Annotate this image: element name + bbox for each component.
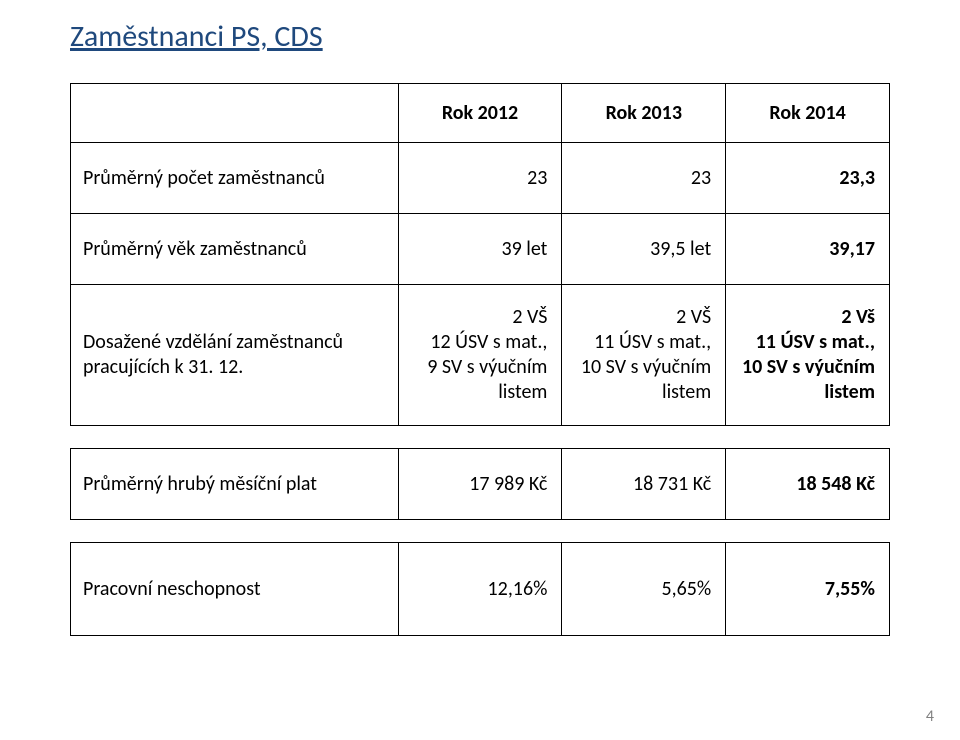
header-blank [71, 84, 399, 143]
val-education-2012: 2 VŠ 12 ÚSV s mat., 9 SV s výučním liste… [398, 285, 562, 426]
absence-table: Pracovní neschopnost 12,16% 5,65% 7,55% [70, 542, 890, 636]
edu-2012-l3: 9 SV s výučním [427, 355, 547, 379]
val-avg-age-2012: 39 let [398, 214, 562, 285]
edu-2012-l1: 2 VŠ [512, 305, 547, 329]
label-education: Dosažené vzdělání zaměstnanců pracujícíc… [71, 285, 399, 426]
val-avg-count-2013: 23 [562, 143, 726, 214]
label-education-l1: Dosažené vzdělání zaměstnanců [83, 330, 343, 354]
salary-table: Průměrný hrubý měsíční plat 17 989 Kč 18… [70, 448, 890, 520]
edu-2014-l3: 10 SV s výučním [742, 355, 875, 379]
val-avg-age-2014: 39,17 [726, 214, 890, 285]
edu-2012-l2: 12 ÚSV s mat., [430, 330, 547, 354]
header-year-2014: Rok 2014 [726, 84, 890, 143]
row-salary: Průměrný hrubý měsíční plat 17 989 Kč 18… [71, 449, 890, 520]
edu-2014-l2: 11 ÚSV s mat., [756, 330, 875, 354]
page-title: Zaměstnanci PS, CDS [70, 18, 890, 55]
val-absence-2013: 5,65% [562, 543, 726, 636]
label-education-l2: pracujících k 31. 12. [83, 355, 243, 379]
val-avg-count-2014: 23,3 [726, 143, 890, 214]
val-salary-2013: 18 731 Kč [562, 449, 726, 520]
val-absence-2012: 12,16% [398, 543, 562, 636]
label-avg-count: Průměrný počet zaměstnanců [71, 143, 399, 214]
edu-2013-l2: 11 ÚSV s mat., [594, 330, 711, 354]
employees-summary-table: Rok 2012 Rok 2013 Rok 2014 Průměrný poče… [70, 83, 890, 426]
slide-page: Zaměstnanci PS, CDS Rok 2012 Rok 2013 Ro… [0, 0, 960, 740]
table-header-row: Rok 2012 Rok 2013 Rok 2014 [71, 84, 890, 143]
val-avg-count-2012: 23 [398, 143, 562, 214]
edu-2013-l1: 2 VŠ [676, 305, 711, 329]
page-number: 4 [926, 707, 934, 726]
edu-2013-l4: listem [662, 380, 711, 404]
edu-2014-l4: listem [824, 380, 875, 404]
edu-2013-l3: 10 SV s výučním [581, 355, 711, 379]
val-avg-age-2013: 39,5 let [562, 214, 726, 285]
val-absence-2014: 7,55% [726, 543, 890, 636]
edu-2012-l4: listem [498, 380, 547, 404]
header-year-2013: Rok 2013 [562, 84, 726, 143]
val-salary-2012: 17 989 Kč [398, 449, 562, 520]
val-education-2014: 2 Vš 11 ÚSV s mat., 10 SV s výučním list… [726, 285, 890, 426]
label-salary: Průměrný hrubý měsíční plat [71, 449, 399, 520]
header-year-2012: Rok 2012 [398, 84, 562, 143]
val-salary-2014: 18 548 Kč [726, 449, 890, 520]
label-absence: Pracovní neschopnost [71, 543, 399, 636]
row-avg-count: Průměrný počet zaměstnanců 23 23 23,3 [71, 143, 890, 214]
val-education-2013: 2 VŠ 11 ÚSV s mat., 10 SV s výučním list… [562, 285, 726, 426]
row-avg-age: Průměrný věk zaměstnanců 39 let 39,5 let… [71, 214, 890, 285]
label-avg-age: Průměrný věk zaměstnanců [71, 214, 399, 285]
edu-2014-l1: 2 Vš [841, 305, 875, 329]
row-absence: Pracovní neschopnost 12,16% 5,65% 7,55% [71, 543, 890, 636]
row-education: Dosažené vzdělání zaměstnanců pracujícíc… [71, 285, 890, 426]
